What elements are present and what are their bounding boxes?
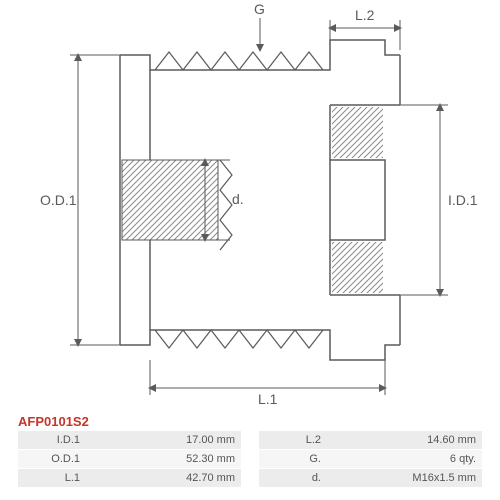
label-d: d. xyxy=(232,191,244,207)
label-l1: L.1 xyxy=(258,391,278,407)
label-od1: O.D.1 xyxy=(40,192,77,208)
label-l2: L.2 xyxy=(355,7,375,23)
label-g: G xyxy=(254,1,265,17)
spec-col-left: I.D.117.00 mm O.D.152.30 mm L.142.70 mm xyxy=(18,431,241,488)
spec-col-right: L.214.60 mm G.6 qty. d.M16x1.5 mm xyxy=(259,431,482,488)
spec-table: I.D.117.00 mm O.D.152.30 mm L.142.70 mm … xyxy=(0,431,500,488)
part-number: AFP0101S2 xyxy=(0,410,500,431)
label-id1: I.D.1 xyxy=(448,192,478,208)
technical-drawing: O.D.1 I.D.1 L.1 L.2 G d. xyxy=(0,0,500,410)
